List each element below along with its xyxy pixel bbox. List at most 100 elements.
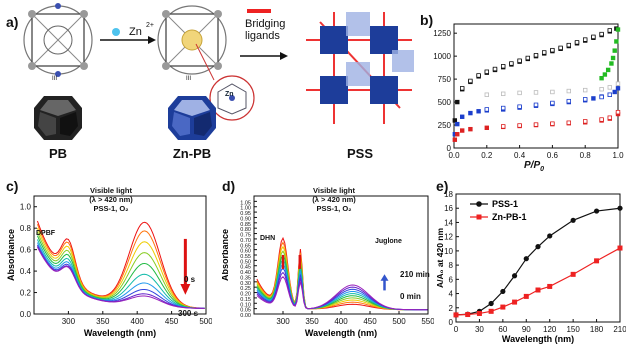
data-point [468, 78, 473, 84]
y-tick-label: 14 [444, 218, 453, 227]
plot-frame [455, 193, 621, 323]
data-point [488, 308, 494, 314]
panel-b-label: b) [420, 12, 434, 28]
data-point [566, 120, 571, 125]
data-point [599, 117, 604, 122]
y-tick-label: 2 [449, 304, 454, 313]
data-point [550, 47, 555, 53]
x-tick-label: 0.0 [448, 151, 460, 160]
y-tick-label: 0 [447, 144, 452, 153]
data-point [509, 61, 514, 66]
data-point [599, 31, 604, 37]
data-point [535, 244, 541, 250]
data-point [570, 271, 576, 277]
pss-network-icon [306, 12, 414, 124]
x-tick-label: 1.0 [612, 151, 624, 160]
data-point [523, 256, 529, 262]
data-point [617, 205, 623, 211]
increase-arrow-head [380, 274, 389, 281]
roman-label-1: III [52, 76, 58, 82]
y-tick-label: 0.0 [20, 310, 32, 319]
y-tick-label: 1.00 [240, 206, 251, 212]
data-point [533, 53, 539, 58]
znpb-caption: Zn-PB [172, 146, 212, 161]
data-point [615, 86, 621, 91]
zn-ion-label: Zn [129, 26, 142, 38]
data-point [617, 245, 623, 251]
data-point [465, 312, 471, 318]
x-tick-label: 90 [522, 325, 531, 334]
y-tick-label: 0.25 [240, 286, 251, 292]
y-tick-label: 0.70 [240, 238, 251, 244]
y-tick-label: 0.90 [240, 216, 251, 222]
data-point [612, 89, 617, 95]
data-point [484, 92, 489, 97]
data-point [468, 110, 473, 116]
data-point [605, 67, 611, 73]
x-tick-label: 450 [363, 317, 377, 326]
spectrum-line [36, 239, 205, 309]
pb-cage-icon [23, 3, 93, 77]
panel-e-label: e) [436, 178, 449, 194]
data-point [525, 55, 530, 61]
spectrum-line [36, 220, 205, 309]
x-tick-label: 350 [96, 317, 110, 326]
data-point [574, 40, 580, 45]
x-tick-label: 150 [566, 325, 580, 334]
y-tick-label: 0.30 [240, 281, 251, 287]
data-point [607, 85, 612, 90]
data-point [517, 123, 522, 128]
condition-c: Visible light (λ > 420 nm) PSS-1, O₂ [76, 186, 146, 213]
data-point [501, 124, 506, 129]
data-point [484, 69, 489, 74]
bridging-label: Bridging ligands [245, 18, 286, 42]
y-tick-label: 0.6 [20, 246, 32, 255]
data-point [455, 121, 460, 127]
znpb-cage-icon [157, 5, 227, 75]
x-tick-label: 350 [305, 317, 319, 326]
data-point [517, 90, 522, 96]
legend-label: PSS-1 [492, 199, 518, 209]
data-point [452, 118, 458, 123]
data-point [460, 128, 465, 133]
x-tick-label: 30 [475, 325, 484, 334]
panel-a-label: a) [6, 14, 19, 30]
y-tick-label: 0.50 [240, 259, 251, 265]
data-point [607, 92, 612, 97]
spectrum-line [256, 276, 428, 311]
y-tick-label: 12 [444, 233, 453, 242]
y-tick-label: 0 [449, 318, 454, 327]
x-tick-label: 0 [454, 325, 459, 334]
spectrum-line [36, 244, 205, 309]
data-point [550, 89, 555, 95]
data-point [615, 27, 621, 32]
pb-caption: PB [48, 146, 68, 161]
data-point [542, 50, 547, 55]
zn-charge-label: 2+ [146, 22, 154, 29]
data-point [602, 72, 608, 77]
y-tick-label: 10 [444, 247, 453, 256]
data-point [614, 39, 619, 44]
pss-caption: PSS [346, 146, 373, 161]
data-point [468, 126, 473, 132]
y-tick-label: 0.15 [240, 297, 251, 303]
condition-c-2: (λ > 420 nm) [89, 195, 133, 204]
spectrum-line [36, 223, 205, 309]
dhn-label: DHN [260, 235, 276, 242]
y-tick-label: 0.80 [240, 227, 251, 233]
x-tick-label: 180 [590, 325, 604, 334]
data-point [593, 208, 600, 214]
y-tick-label: 250 [438, 121, 452, 130]
data-point [570, 217, 576, 223]
chart-e: 0 30 60 90 120 150 180 210 0 2 4 6 8 10 12 14 16 18 PSS-1 Z… [436, 190, 626, 344]
data-point [500, 304, 506, 310]
y-tick-label: 0.8 [20, 224, 32, 233]
juglone-label: Juglone [375, 238, 402, 245]
data-point [488, 300, 494, 307]
y-tick-label: 0.40 [240, 270, 251, 276]
data-point [610, 55, 616, 61]
data-point [500, 288, 506, 295]
spectrum-line [36, 227, 205, 309]
y-tick-label: 8 [449, 261, 454, 270]
time-end-c: 300 s [178, 309, 199, 318]
